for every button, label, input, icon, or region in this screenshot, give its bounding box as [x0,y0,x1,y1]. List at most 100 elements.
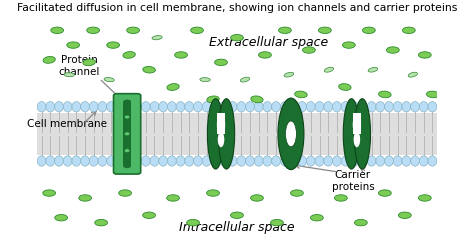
Bar [217,113,225,134]
Ellipse shape [64,73,74,77]
Ellipse shape [376,102,385,112]
Bar [123,102,131,166]
Ellipse shape [289,156,298,166]
Ellipse shape [118,190,131,196]
Ellipse shape [219,102,228,112]
Ellipse shape [133,102,142,112]
Ellipse shape [427,91,439,98]
Ellipse shape [393,156,402,166]
Ellipse shape [67,42,80,48]
Text: Extracellular space: Extracellular space [210,36,328,49]
Ellipse shape [208,99,224,169]
Ellipse shape [341,102,350,112]
Ellipse shape [55,156,64,166]
Ellipse shape [123,52,135,58]
Ellipse shape [55,102,64,112]
Ellipse shape [104,78,114,82]
Ellipse shape [272,102,281,112]
Ellipse shape [231,212,243,218]
Ellipse shape [202,156,211,166]
Ellipse shape [410,102,419,112]
Ellipse shape [291,190,303,196]
Ellipse shape [259,52,271,58]
Ellipse shape [353,115,361,135]
Ellipse shape [285,121,296,147]
Ellipse shape [133,156,142,166]
Ellipse shape [83,59,95,66]
Ellipse shape [218,132,224,147]
Ellipse shape [237,102,246,112]
Ellipse shape [284,72,294,77]
Ellipse shape [37,102,46,112]
Ellipse shape [215,59,228,65]
Ellipse shape [98,156,107,166]
Ellipse shape [141,156,150,166]
Ellipse shape [123,164,131,168]
Ellipse shape [211,156,219,166]
Ellipse shape [255,156,263,166]
Ellipse shape [217,115,225,135]
Ellipse shape [37,156,46,166]
Ellipse shape [402,156,411,166]
Ellipse shape [107,42,119,48]
Ellipse shape [341,156,350,166]
Ellipse shape [271,219,283,226]
Ellipse shape [43,190,55,196]
Ellipse shape [193,156,202,166]
Ellipse shape [384,156,393,166]
Ellipse shape [55,215,68,221]
Ellipse shape [87,27,100,33]
Ellipse shape [332,102,341,112]
Ellipse shape [350,156,359,166]
Ellipse shape [393,102,402,112]
Ellipse shape [143,212,155,218]
Ellipse shape [376,156,385,166]
Ellipse shape [251,195,264,201]
Ellipse shape [127,27,139,33]
Ellipse shape [251,96,263,103]
FancyBboxPatch shape [114,94,141,174]
Ellipse shape [237,156,246,166]
Ellipse shape [428,156,437,166]
Ellipse shape [150,102,159,112]
Ellipse shape [419,102,428,112]
Ellipse shape [324,156,333,166]
Ellipse shape [315,102,324,112]
Ellipse shape [289,102,298,112]
Ellipse shape [339,84,351,90]
Ellipse shape [43,57,55,63]
Ellipse shape [81,156,90,166]
Ellipse shape [176,102,185,112]
Ellipse shape [174,52,187,58]
Ellipse shape [280,156,289,166]
Ellipse shape [240,77,250,82]
Ellipse shape [150,156,159,166]
Ellipse shape [167,102,176,112]
Ellipse shape [408,72,418,77]
Ellipse shape [295,91,307,98]
Ellipse shape [368,67,378,72]
Ellipse shape [89,156,98,166]
Ellipse shape [354,99,371,169]
Ellipse shape [279,27,292,33]
Ellipse shape [410,156,419,166]
Ellipse shape [176,156,185,166]
Ellipse shape [124,156,133,166]
Ellipse shape [332,156,341,166]
Ellipse shape [143,66,155,73]
Ellipse shape [200,78,210,82]
Ellipse shape [350,102,359,112]
Ellipse shape [152,36,162,40]
Ellipse shape [95,219,108,226]
Ellipse shape [399,212,411,218]
Ellipse shape [202,102,211,112]
Ellipse shape [72,156,81,166]
Ellipse shape [298,156,307,166]
Ellipse shape [363,27,375,33]
Ellipse shape [280,102,289,112]
Ellipse shape [211,102,219,112]
Ellipse shape [358,102,367,112]
Ellipse shape [272,156,281,166]
Ellipse shape [302,47,315,53]
Ellipse shape [167,84,179,91]
